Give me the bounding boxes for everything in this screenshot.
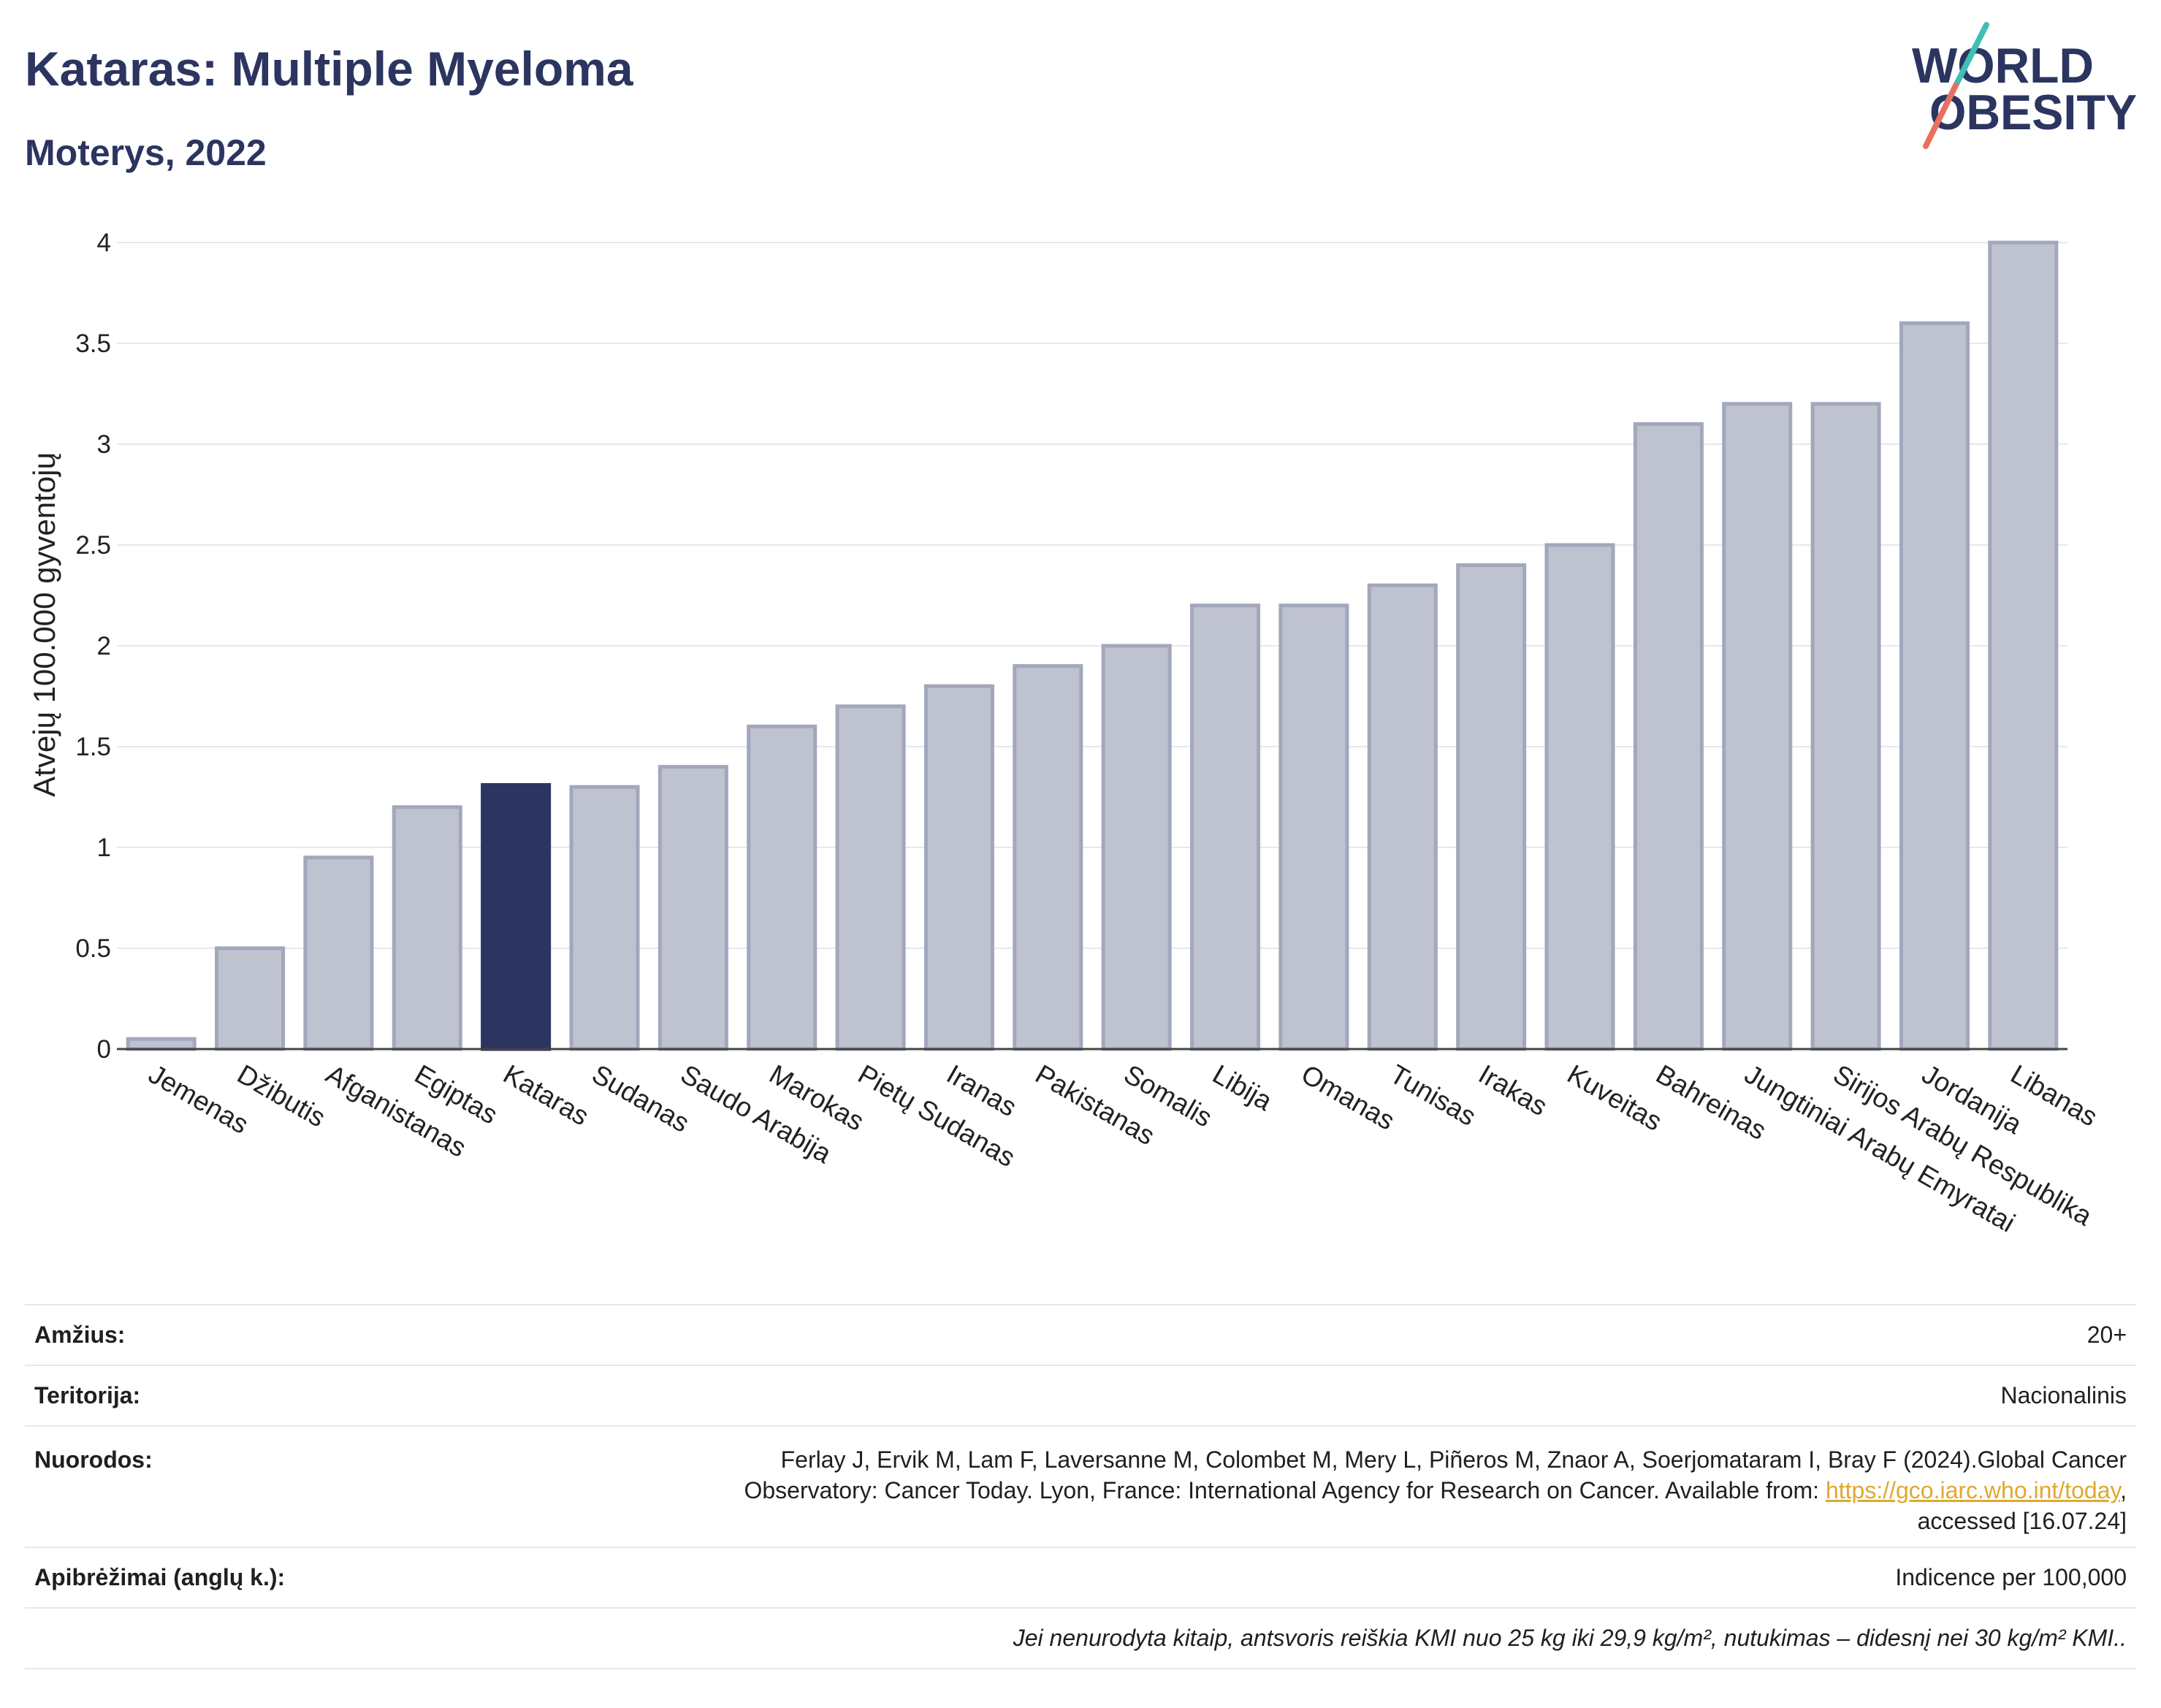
y-tick-label: 2.5 bbox=[75, 531, 111, 560]
footnote: Jei nenurodyta kitaip, antsvoris reiškia… bbox=[1013, 1625, 2127, 1651]
x-tick-label: Sudanas bbox=[587, 1059, 695, 1138]
bars bbox=[126, 240, 2059, 1051]
age-value: 20+ bbox=[2086, 1322, 2127, 1348]
bar bbox=[1810, 402, 1881, 1051]
bar bbox=[747, 724, 817, 1051]
logo-slash-salmon bbox=[1923, 83, 1959, 149]
x-tick-label: Libija bbox=[1208, 1059, 1278, 1116]
page-subtitle: Moterys, 2022 bbox=[25, 132, 267, 173]
bar bbox=[215, 946, 286, 1051]
bar bbox=[1722, 402, 1793, 1051]
reference-line-2: Observatory: Cancer Today. Lyon, France:… bbox=[744, 1475, 2127, 1506]
references-value: Ferlay J, Ervik M, Lam F, Laversanne M, … bbox=[744, 1444, 2127, 1536]
bar bbox=[392, 805, 462, 1051]
x-tick-labels: JemenasDžibutisAfganistanasEgiptasKatara… bbox=[144, 1059, 2103, 1238]
x-tick-label: Omanas bbox=[1296, 1059, 1400, 1135]
logo-text-world: WORLD bbox=[1912, 38, 2094, 94]
x-tick-label: Kataras bbox=[498, 1059, 594, 1131]
y-tick-label: 0 bbox=[97, 1035, 111, 1064]
bar bbox=[126, 1037, 197, 1051]
x-tick-label: Irakas bbox=[1474, 1059, 1552, 1121]
bar bbox=[569, 785, 640, 1051]
reference-link[interactable]: https://gco.iarc.who.int/today bbox=[1825, 1477, 2121, 1503]
y-tick-label: 1 bbox=[97, 834, 111, 862]
y-tick-labels: 0 0.5 1 1.5 2 2.5 3 3.5 4 bbox=[75, 229, 111, 1064]
bar bbox=[1013, 664, 1083, 1051]
info-row-age: Amžius: 20+ bbox=[25, 1305, 2136, 1366]
info-table: Amžius: 20+ Teritorija: Nacionalinis Nuo… bbox=[25, 1304, 2136, 1669]
bar bbox=[1899, 321, 1970, 1051]
bar bbox=[923, 684, 994, 1051]
y-tick-label: 0.5 bbox=[75, 934, 111, 963]
bar-chart: 0 0.5 1 1.5 2 2.5 3 3.5 4 JemenasDžibutisAfganis… bbox=[27, 229, 2103, 1238]
reference-line-2-text: Observatory: Cancer Today. Lyon, France:… bbox=[744, 1477, 1826, 1503]
info-row-references: Nuorodos: Ferlay J, Ervik M, Lam F, Lave… bbox=[25, 1427, 2136, 1548]
bar bbox=[1456, 563, 1527, 1051]
reference-line-1: Ferlay J, Ervik M, Lam F, Laversanne M, … bbox=[780, 1446, 2127, 1473]
age-label: Amžius: bbox=[34, 1322, 126, 1348]
bar bbox=[1988, 240, 2059, 1051]
info-row-definitions: Apibrėžimai (anglų k.): Indicence per 10… bbox=[25, 1548, 2136, 1609]
bar bbox=[1101, 644, 1172, 1051]
y-tick-label: 2 bbox=[97, 632, 111, 660]
y-tick-label: 4 bbox=[97, 229, 111, 257]
y-axis-title: Atvejų 100.000 gyventojų bbox=[27, 452, 61, 797]
bar bbox=[835, 704, 906, 1051]
reference-line-2-end: , bbox=[2120, 1477, 2127, 1503]
info-row-note: Jei nenurodyta kitaip, antsvoris reiškia… bbox=[25, 1609, 2136, 1669]
info-row-territory: Teritorija: Nacionalinis bbox=[25, 1366, 2136, 1427]
definitions-value: Indicence per 100,000 bbox=[1895, 1564, 2127, 1590]
world-obesity-logo: WORLD OBESITY bbox=[1912, 22, 2137, 149]
definitions-label: Apibrėžimai (anglų k.): bbox=[34, 1564, 286, 1590]
references-label: Nuorodos: bbox=[34, 1446, 153, 1473]
territory-label: Teritorija: bbox=[34, 1382, 141, 1408]
y-tick-label: 3 bbox=[97, 430, 111, 459]
y-tick-label: 1.5 bbox=[75, 733, 111, 761]
x-tick-label: Tunisas bbox=[1385, 1059, 1482, 1132]
x-tick-label: Kuveitas bbox=[1563, 1059, 1667, 1136]
x-tick-label: Pietų Sudanas bbox=[853, 1059, 1021, 1173]
bar bbox=[1190, 603, 1261, 1051]
page-title: Kataras: Multiple Myeloma bbox=[25, 42, 633, 96]
bar bbox=[303, 855, 374, 1051]
bar bbox=[1367, 583, 1438, 1051]
logo-text-obesity: OBESITY bbox=[1929, 85, 2137, 140]
x-tick-label: Saudo Arabija bbox=[676, 1059, 836, 1169]
bar bbox=[658, 765, 728, 1051]
reference-line-3: accessed [16.07.24] bbox=[1917, 1508, 2127, 1534]
bar bbox=[1633, 422, 1704, 1051]
x-tick-label: Jemenas bbox=[144, 1059, 254, 1140]
logo-slash-teal bbox=[1953, 22, 1989, 88]
bar bbox=[1544, 543, 1615, 1051]
bar bbox=[1278, 603, 1349, 1051]
bar-highlighted bbox=[481, 782, 552, 1051]
territory-value: Nacionalinis bbox=[2000, 1382, 2127, 1408]
y-tick-label: 3.5 bbox=[75, 329, 111, 358]
